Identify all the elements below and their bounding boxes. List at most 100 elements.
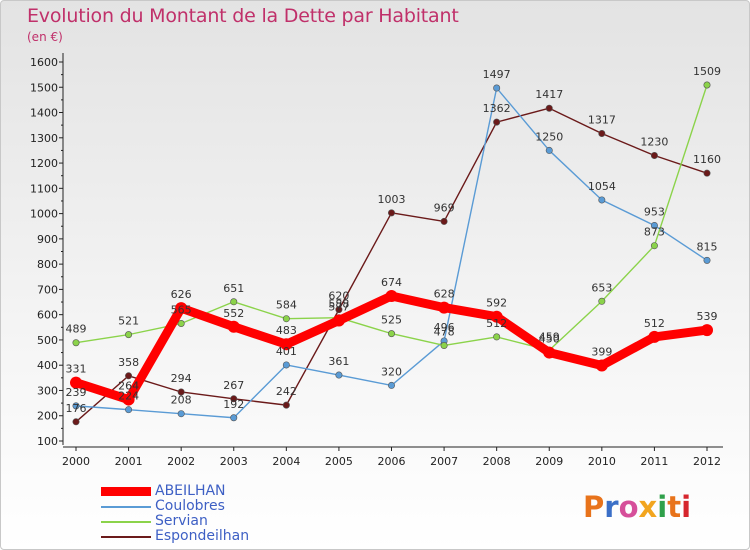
y-tick-label: 1500 [30, 81, 58, 94]
y-tick-label: 1100 [30, 182, 58, 195]
data-label-coulobres: 1054 [588, 180, 616, 193]
x-tick-label: 2008 [483, 455, 511, 468]
x-tick-label: 2004 [272, 455, 300, 468]
data-label-abeilhan: 674 [381, 276, 402, 289]
data-point-coulobres [545, 146, 553, 154]
logo-letter: P [583, 490, 605, 524]
data-label-coulobres: 953 [644, 205, 665, 218]
data-label-servian: 521 [118, 315, 139, 328]
data-point-espondeilhan [387, 209, 395, 217]
y-tick-label: 1600 [30, 56, 58, 69]
data-point-coulobres [598, 196, 606, 204]
data-point-servian [703, 81, 711, 89]
legend-label-espondeilhan: Espondeilhan [155, 528, 250, 544]
data-label-coulobres: 1497 [483, 68, 511, 81]
legend-swatch-servian [101, 520, 151, 523]
data-point-coulobres [72, 402, 80, 410]
data-label-espondeilhan: 1317 [588, 114, 616, 127]
data-point-abeilhan [70, 376, 82, 389]
data-label-abeilhan: 592 [486, 297, 507, 310]
data-label-coulobres: 815 [697, 240, 718, 253]
data-point-espondeilhan [703, 169, 711, 177]
data-point-coulobres [177, 410, 185, 418]
data-label-abeilhan: 552 [223, 307, 244, 320]
data-point-servian [230, 298, 238, 306]
data-label-coulobres: 192 [223, 398, 244, 411]
data-point-abeilhan [543, 346, 556, 359]
x-tick-label: 2005 [325, 455, 353, 468]
logo-letter: o [618, 490, 639, 524]
data-point-espondeilhan [72, 418, 80, 426]
proxiti-logo: Proxiti [583, 490, 691, 524]
x-tick-label: 2012 [693, 455, 721, 468]
y-tick-label: 100 [37, 435, 58, 448]
y-tick-label: 600 [37, 309, 58, 322]
data-label-espondeilhan: 969 [434, 201, 455, 214]
data-label-coulobres: 224 [118, 390, 139, 403]
data-label-abeilhan: 577 [328, 300, 349, 313]
data-label-espondeilhan: 358 [118, 356, 139, 369]
data-label-servian: 1509 [693, 65, 721, 78]
y-tick-label: 500 [37, 334, 58, 347]
data-label-servian: 459 [539, 330, 560, 343]
y-tick-label: 400 [37, 359, 58, 372]
data-label-coulobres: 401 [276, 345, 297, 358]
data-label-coulobres: 208 [171, 394, 192, 407]
data-point-coulobres [493, 84, 501, 92]
y-tick-label: 200 [37, 410, 58, 423]
data-label-espondeilhan: 176 [66, 402, 87, 415]
data-label-espondeilhan: 1160 [693, 153, 721, 166]
y-tick-label: 300 [37, 384, 58, 397]
data-point-servian [598, 297, 606, 305]
chart-title: Evolution du Montant de la Dette par Hab… [27, 5, 459, 27]
data-label-abeilhan: 450 [539, 333, 560, 346]
data-point-espondeilhan [230, 395, 238, 403]
data-point-servian [650, 242, 658, 250]
data-label-abeilhan: 264 [118, 380, 139, 393]
x-tick-label: 2002 [167, 455, 195, 468]
legend-item-coulobres: Coulobres [101, 499, 249, 514]
y-tick-label: 1300 [30, 132, 58, 145]
logo-letter: i [657, 490, 668, 524]
data-label-servian: 489 [66, 323, 87, 336]
x-tick-label: 2006 [378, 455, 406, 468]
data-point-servian [72, 339, 80, 347]
data-point-abeilhan [438, 301, 451, 314]
data-label-servian: 525 [381, 314, 402, 327]
y-tick-label: 900 [37, 233, 58, 246]
data-label-espondeilhan: 242 [276, 385, 297, 398]
data-label-servian: 584 [276, 299, 297, 312]
data-point-espondeilhan [598, 130, 606, 138]
data-label-servian: 588 [328, 298, 349, 311]
data-label-coulobres: 1250 [535, 130, 563, 143]
data-point-servian [493, 333, 501, 341]
legend-label-servian: Servian [155, 513, 208, 529]
x-tick-label: 2007 [430, 455, 458, 468]
data-label-coulobres: 361 [328, 355, 349, 368]
data-point-coulobres [230, 414, 238, 422]
legend-swatch-abeilhan [101, 487, 151, 496]
x-tick-label: 2000 [62, 455, 90, 468]
x-tick-label: 2003 [220, 455, 248, 468]
y-tick-label: 800 [37, 258, 58, 271]
logo-letter: t [667, 490, 682, 524]
data-label-abeilhan: 628 [434, 288, 455, 301]
data-label-servian: 478 [434, 325, 455, 338]
data-point-coulobres [703, 256, 711, 264]
data-point-abeilhan [175, 302, 188, 315]
data-label-abeilhan: 399 [591, 345, 612, 358]
data-label-espondeilhan: 1230 [640, 135, 668, 148]
x-tick-label: 2010 [588, 455, 616, 468]
logo-letter: r [604, 490, 619, 524]
legend-label-coulobres: Coulobres [155, 498, 225, 514]
legend: ABEILHAN Coulobres Servian Espondeilhan [101, 484, 249, 544]
data-label-abeilhan: 539 [697, 310, 718, 323]
data-label-servian: 873 [644, 226, 665, 239]
data-point-abeilhan [122, 393, 135, 406]
data-label-servian: 653 [591, 281, 612, 294]
data-point-espondeilhan [650, 151, 658, 159]
data-label-servian: 512 [486, 317, 507, 330]
data-label-coulobres: 320 [381, 365, 402, 378]
data-point-espondeilhan [125, 372, 133, 380]
